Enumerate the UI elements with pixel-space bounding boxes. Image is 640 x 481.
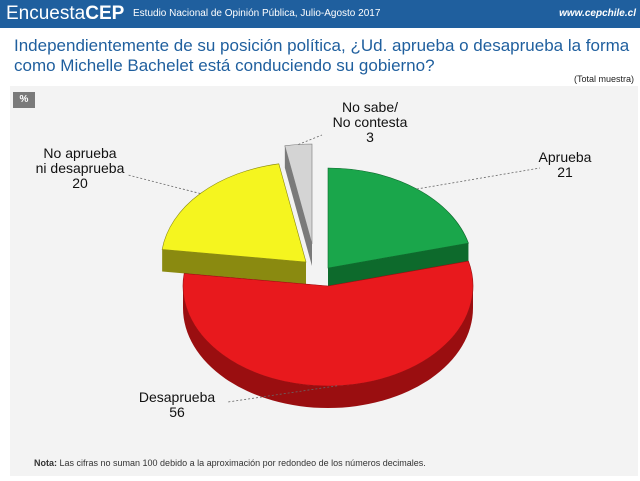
header-bar: EncuestaCEP Estudio Nacional de Opinión … xyxy=(0,0,640,28)
slice-face-3-0 xyxy=(284,145,312,266)
leader-line-2 xyxy=(127,174,201,194)
encuesta-cep-logo: EncuestaCEP xyxy=(6,3,124,25)
slice-value-3: 3 xyxy=(366,129,374,145)
note-text: Las cifras no suman 100 debido a la apro… xyxy=(57,458,426,468)
logo-light-text: Encuesta xyxy=(6,3,86,24)
slice-face-2-0 xyxy=(162,249,306,284)
logo-bold-text: CEP xyxy=(85,3,125,24)
slice-value-0: 21 xyxy=(557,164,573,180)
leader-line-0 xyxy=(416,167,541,190)
slice-face-0-1 xyxy=(328,243,469,290)
slice-top-2 xyxy=(161,163,307,263)
chart-panel xyxy=(10,86,638,476)
header-url: www.cepchile.cl xyxy=(559,8,636,19)
footnote: Nota: Las cifras no suman 100 debido a l… xyxy=(34,458,426,468)
note-label: Nota: xyxy=(34,458,57,468)
slice-label-2: ni desaprueba xyxy=(36,160,125,176)
slice-label-0: Aprueba xyxy=(539,149,592,165)
pie-tops xyxy=(161,143,474,387)
leader-line-3 xyxy=(298,134,323,145)
slice-side-1 xyxy=(183,286,473,408)
header-subtitle: Estudio Nacional de Opinión Pública, Jul… xyxy=(133,8,381,19)
slice-label-3: No sabe/ xyxy=(342,99,398,115)
percent-badge: % xyxy=(13,92,35,108)
slice-label-3: No contesta xyxy=(333,114,408,130)
slice-top-1 xyxy=(182,260,474,387)
slice-value-1: 56 xyxy=(169,404,185,420)
slice-label-1: Desaprueba xyxy=(139,389,215,405)
slice-value-2: 20 xyxy=(72,175,88,191)
sample-label: (Total muestra) xyxy=(573,74,634,84)
slice-label-2: No aprueba xyxy=(43,145,116,161)
question-title: Independientemente de su posición políti… xyxy=(14,36,630,75)
